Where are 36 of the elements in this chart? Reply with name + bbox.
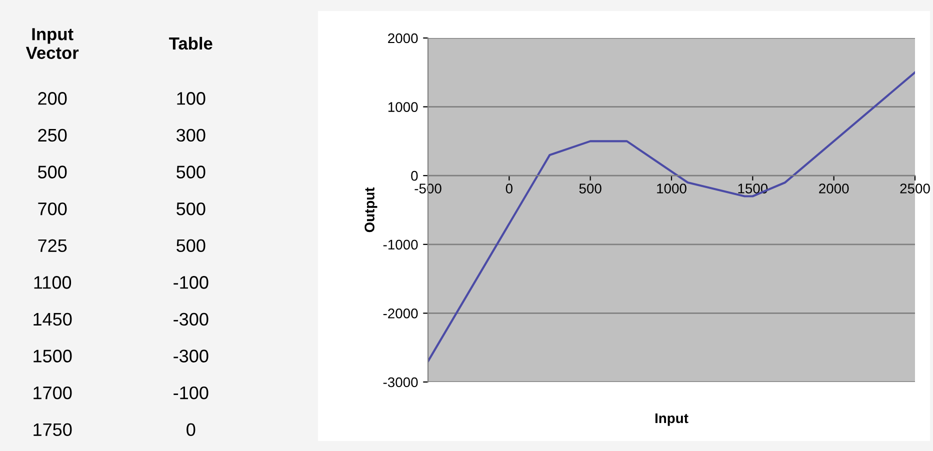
y-tick-label: 1000 <box>388 102 418 112</box>
text: -100 <box>174 276 208 289</box>
x-tick-label: 2500 <box>900 184 930 194</box>
text: 1500 <box>34 350 72 362</box>
text: 1100 <box>34 276 72 289</box>
x-tick-label: 1000 <box>657 184 686 194</box>
text: 500 <box>176 166 206 178</box>
text: 500 <box>176 202 206 216</box>
text: -300 <box>174 350 208 362</box>
x-tick-label: 1500 <box>738 184 768 194</box>
text: Table <box>169 36 212 50</box>
text: Input Vector <box>26 28 79 60</box>
text: 200 <box>38 92 67 105</box>
x-tick-label: 2000 <box>819 184 849 194</box>
text: 500 <box>38 166 67 178</box>
text: 1750 <box>34 423 72 436</box>
text: 250 <box>38 128 67 142</box>
text: 100 <box>177 92 206 105</box>
text: 500 <box>176 239 206 252</box>
text: 725 <box>38 239 67 252</box>
y-tick-label: 0 <box>411 170 418 181</box>
text: 700 <box>38 202 67 216</box>
y-axis-title: Output <box>364 187 378 232</box>
text: -300 <box>174 312 208 326</box>
text: -100 <box>174 386 208 400</box>
text: 0 <box>186 423 196 436</box>
y-tick-label: -1000 <box>383 240 418 250</box>
y-tick-label: -2000 <box>383 308 418 318</box>
x-tick-label: 0 <box>506 184 512 194</box>
text: 1700 <box>34 386 72 400</box>
y-tick-label: -3000 <box>383 377 418 388</box>
x-tick-label: 500 <box>579 184 602 194</box>
text: 300 <box>176 128 206 142</box>
x-axis-title: Input <box>655 413 688 426</box>
y-tick-label: 2000 <box>388 33 418 44</box>
text: 1450 <box>34 312 72 326</box>
